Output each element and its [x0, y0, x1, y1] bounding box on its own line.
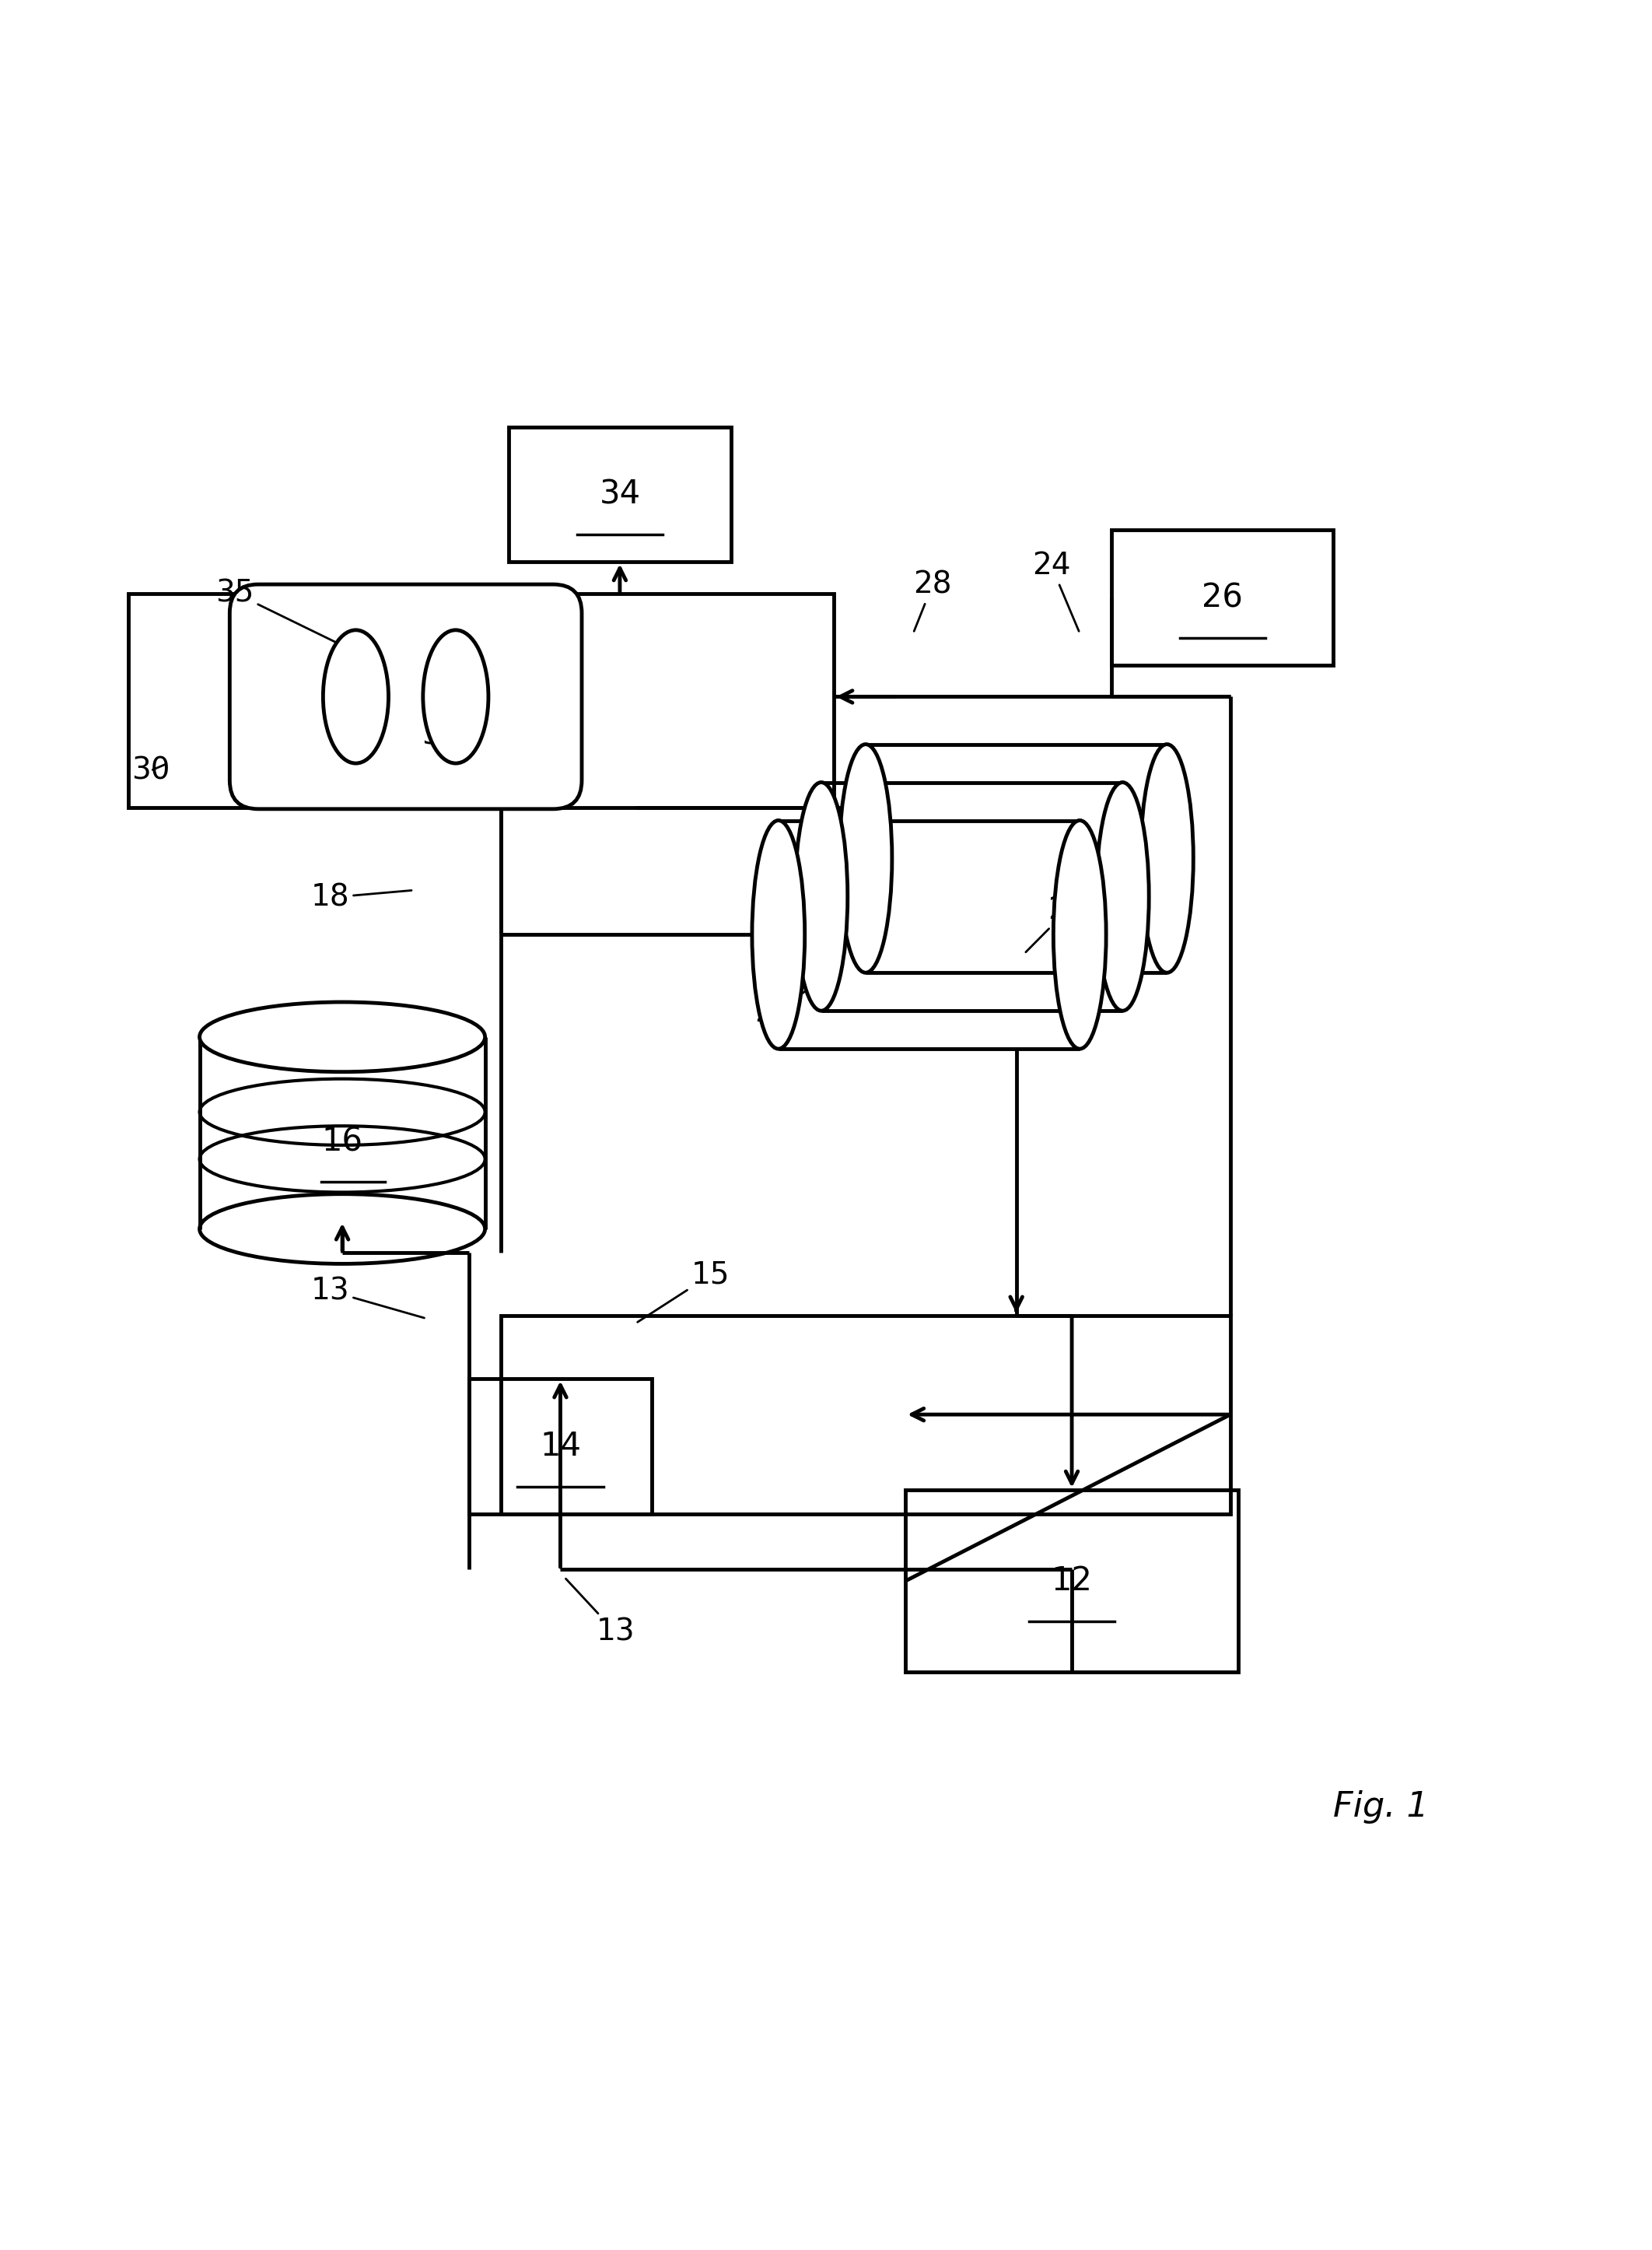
Text: 13: 13: [565, 1580, 634, 1647]
Ellipse shape: [839, 745, 892, 972]
Text: 35: 35: [215, 578, 363, 657]
FancyBboxPatch shape: [230, 585, 582, 810]
Text: 24: 24: [1032, 551, 1079, 632]
Text: 13: 13: [311, 1276, 425, 1318]
Text: 20: 20: [755, 983, 816, 1028]
Ellipse shape: [1140, 745, 1193, 972]
Ellipse shape: [1054, 821, 1107, 1048]
Text: 28: 28: [914, 569, 952, 632]
Text: 15: 15: [638, 1260, 730, 1323]
Ellipse shape: [795, 783, 847, 1010]
Ellipse shape: [324, 630, 388, 763]
Text: Fig. 1: Fig. 1: [1333, 1791, 1429, 1825]
Text: 34: 34: [600, 477, 641, 511]
Ellipse shape: [1097, 783, 1148, 1010]
Bar: [129, 594, 834, 808]
Ellipse shape: [200, 1001, 486, 1071]
Bar: [501, 1316, 1231, 1514]
Text: 18: 18: [311, 882, 411, 911]
Text: 26: 26: [1203, 580, 1242, 614]
Bar: [905, 1490, 1239, 1672]
Text: 30: 30: [132, 756, 170, 785]
Ellipse shape: [752, 821, 805, 1048]
Ellipse shape: [423, 630, 489, 763]
Bar: [469, 1379, 651, 1514]
Bar: [509, 428, 730, 562]
Text: 22: 22: [1026, 896, 1087, 952]
Text: 12: 12: [1051, 1564, 1092, 1597]
Bar: [1112, 531, 1333, 666]
Text: 32: 32: [421, 720, 461, 752]
Text: 14: 14: [540, 1431, 582, 1463]
Text: 16: 16: [322, 1125, 363, 1159]
